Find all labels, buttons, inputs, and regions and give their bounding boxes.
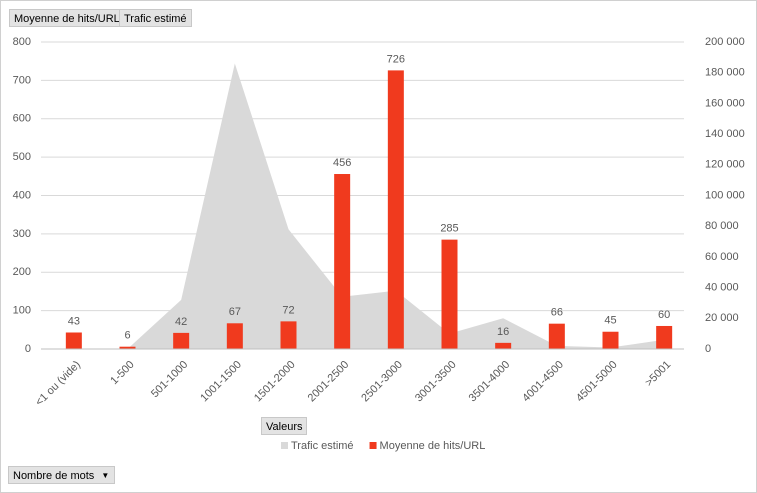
x-tick-label: 2001-2500 [306,359,352,405]
x-tick-label: 1001-1500 [198,359,244,405]
data-label: 42 [175,316,187,328]
bar [334,174,351,349]
data-label: 67 [229,306,241,318]
data-label: 72 [282,304,294,316]
y-tick-label: 0 [25,343,31,355]
legend-title[interactable]: Valeurs [261,417,308,435]
y2-tick-label: 180 000 [705,67,745,79]
legend-swatch [369,442,377,449]
y-tick-label: 800 [13,36,31,48]
y-tick-label: 100 [13,305,31,317]
area [73,63,665,350]
x-tick-label: <1 ou (vide) [33,359,83,409]
data-label: 285 [440,223,458,235]
data-label: 43 [68,315,80,327]
button-text: Nombre de mots [13,470,95,482]
y2-tick-label: 0 [705,343,711,355]
bar [65,332,82,349]
bar [602,331,619,349]
bar [280,321,297,349]
bar [656,325,673,349]
y-tick-label: 500 [13,151,31,163]
y-tick-label: 200 [13,266,31,278]
y2-tick-label: 140 000 [705,128,745,140]
bar [119,346,136,349]
y-tick-label: 400 [13,189,31,201]
data-label: 60 [658,309,670,321]
x-tick-label: >5001 [643,359,673,389]
data-label: 456 [333,157,351,169]
legend-label: Trafic estimé [291,440,354,452]
data-label: 6 [124,330,130,342]
bar [387,70,404,350]
y2-tick-label: 80 000 [705,220,739,232]
bar [441,239,458,349]
axis-field-button[interactable]: Nombre de mots ▼ [8,466,116,484]
x-tick-label: 3001-3500 [413,359,459,405]
filter-button[interactable]: Trafic estimé [119,9,192,27]
x-tick-label: 2501-3000 [359,359,405,405]
legend-label: Moyenne de hits/URL [380,440,486,452]
x-tick-label: 3501-4000 [467,359,513,405]
bar [495,342,512,349]
y2-tick-label: 60 000 [705,251,739,263]
x-tick-label: 4001-4500 [520,359,566,405]
data-label: 45 [604,315,616,327]
y-tick-label: 700 [13,74,31,86]
bar [226,323,243,349]
y2-tick-label: 100 000 [705,189,745,201]
x-tick-label: 4501-5000 [574,359,620,405]
dropdown-arrow: ▼ [101,471,110,480]
y2-tick-label: 120 000 [705,159,745,171]
y-tick-label: 600 [13,113,31,125]
data-label: 726 [387,53,405,65]
data-label: 16 [497,326,509,338]
y-tick-label: 300 [13,228,31,240]
y2-tick-label: 160 000 [705,97,745,109]
y2-tick-label: 200 000 [705,36,745,48]
bar [173,332,190,349]
legend-swatch [281,442,288,449]
x-tick-label: 1501-2000 [252,359,298,405]
y2-tick-label: 20 000 [705,312,739,324]
filter-button[interactable]: Moyenne de hits/URL [9,9,125,27]
y2-tick-label: 40 000 [705,282,739,294]
bar [548,323,565,349]
x-tick-label: 501-1000 [149,359,190,400]
data-label: 66 [551,307,563,319]
x-tick-label: 1-500 [108,359,136,387]
